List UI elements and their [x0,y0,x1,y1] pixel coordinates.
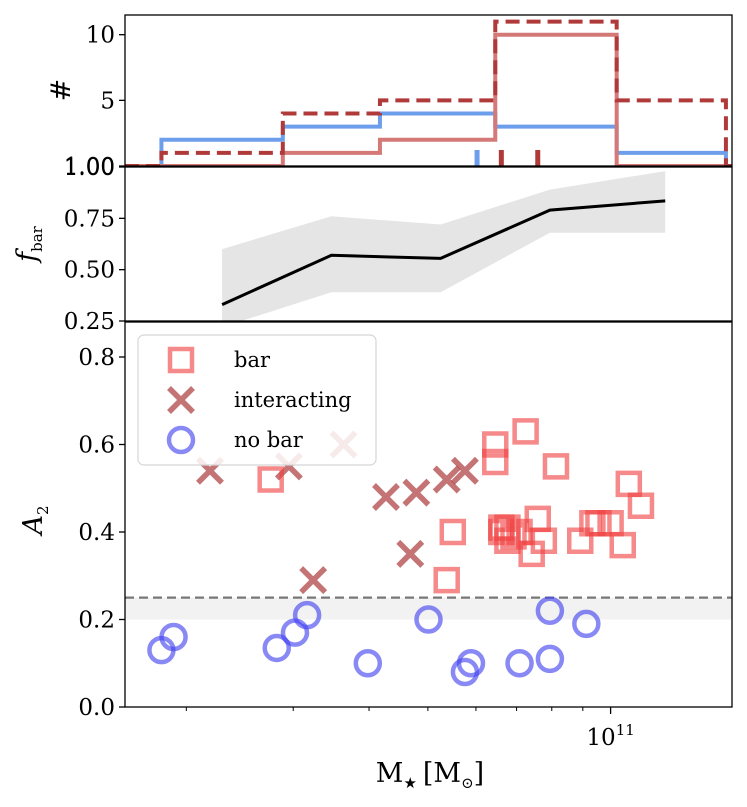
a2-symbol: A [18,515,49,538]
histogram-series-0 [125,111,732,166]
no-bar-point [535,596,565,625]
bar-fraction-y-tick-label: 1.00 [64,155,115,181]
legend-bar-marker [167,346,195,374]
bar-point [615,470,643,498]
no-bar-point [572,609,601,639]
a2-subscript: 2 [34,505,52,515]
fbar-subscript: bar [28,225,46,252]
no-bar-point [292,600,322,630]
scatter-y-label: A2 [18,505,52,537]
scatter-y-tick-label: 0.4 [78,520,115,546]
interacting-point [402,478,431,507]
bar-point [530,527,558,554]
histogram-series-1 [125,32,732,166]
bar-point [482,448,509,476]
bar-fraction-frame [124,166,733,322]
scatter-y-tick-label: 0.6 [78,433,115,459]
bar-fraction-line [221,199,666,306]
legend-interacting-marker [167,386,195,414]
interacting-point [432,465,461,494]
bar-point [500,523,527,550]
bar-fraction-y-tick-label: 0.75 [64,206,115,232]
bar-point [482,431,509,458]
histogram-y-tick-label: 5 [100,88,115,114]
legend-label: interacting [234,388,352,412]
sun-subscript: ⊙ [461,774,474,792]
bar-point [439,518,467,546]
bar-fraction-y-tick-label: 0.25 [64,309,115,335]
histogram-y-tick-label: 1.00 [64,154,115,180]
bar-point [433,566,460,594]
no-bar-point [353,649,383,678]
scatter-frame [124,321,733,708]
histogram-frame [124,14,733,167]
x-tick-exponent: 11 [616,721,635,739]
legend: bar interacting no bar [137,334,377,466]
scatter-y-tick-label: 0.8 [78,345,115,371]
legend-no-bar-marker [166,425,196,455]
interacting-point [396,539,425,568]
bar-fraction-panel: 1.00 0.75 0.50 0.25 fbar [12,155,733,335]
interacting-point [450,456,479,485]
interacting-point [372,483,400,511]
bar-point [627,492,655,519]
no-bar-point [262,633,291,663]
no-bar-point [414,605,443,634]
histogram-panel: 10 5 1.00 # [46,14,733,180]
x-tick-base: 10 [586,725,615,751]
mass-symbol: M [376,758,404,789]
no-bar-point [159,622,188,652]
scatter-y-tick-label: 0.0 [78,695,115,721]
bar-point [542,453,570,480]
bar-fraction-y-label: fbar [12,225,46,264]
histogram-y-label: # [46,79,77,102]
no-bar-point [456,649,486,678]
bar-fraction-y-tick-label: 0.50 [64,258,115,284]
bar-point [512,418,539,445]
no-bar-point [535,644,565,674]
bar-point [609,531,636,559]
mass-unit-open: [M [423,758,461,789]
scatter-x-tick-label: 1011 [586,721,634,751]
mass-unit-close: ] [474,758,485,789]
bar-point [257,466,284,493]
scatter-y-tick-label: 0.2 [78,608,115,634]
interacting-point [299,566,328,595]
scatter-x-label: M★ [M⊙] [376,758,484,792]
legend-box [137,334,377,466]
bar-fraction-uncertainty-band [222,171,666,321]
legend-label: no bar [234,428,304,452]
no-bar-point [505,649,534,678]
histogram-y-tick-label: 10 [86,23,115,49]
legend-label: bar [234,348,271,372]
star-subscript: ★ [403,774,416,792]
histogram-series-2 [125,19,732,166]
scatter-panel: 0.8 0.6 0.4 0.2 0.0 1011 A2 M★ [M⊙] bar intera… [18,321,733,792]
